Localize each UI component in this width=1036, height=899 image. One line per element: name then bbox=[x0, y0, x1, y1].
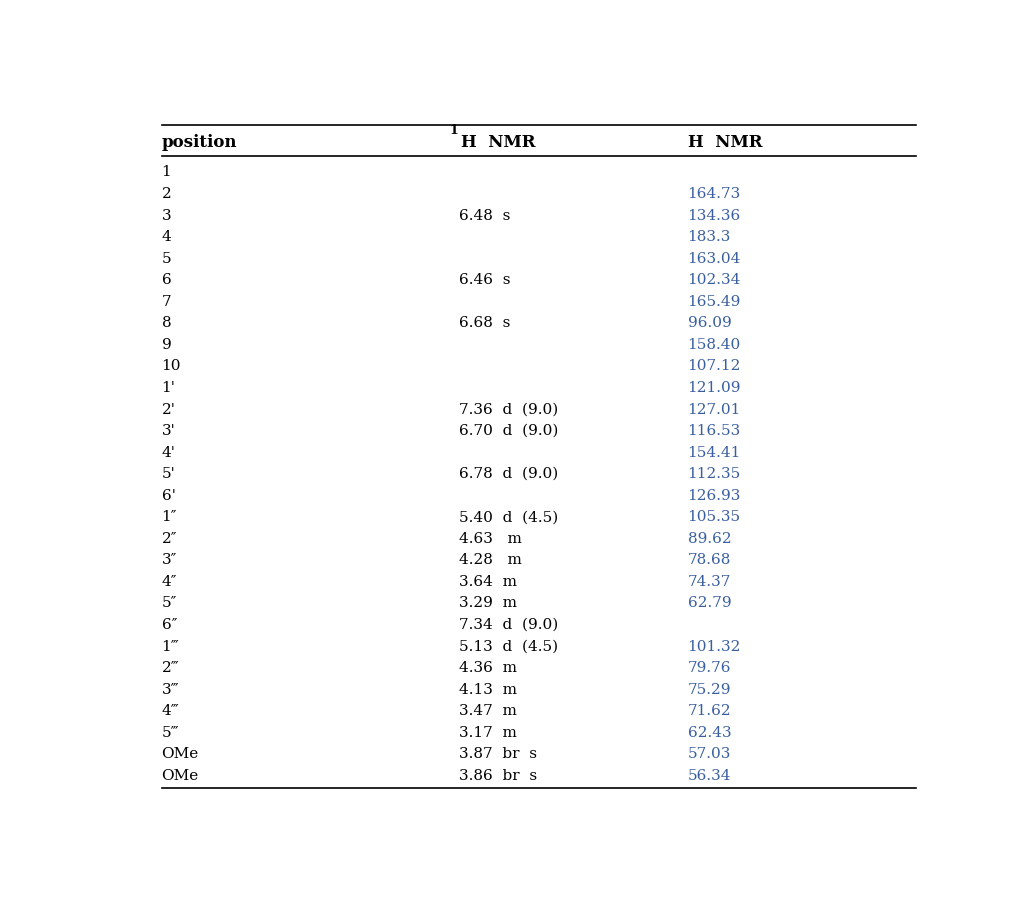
Text: 6.70  d  (9.0): 6.70 d (9.0) bbox=[459, 424, 558, 438]
Text: 57.03: 57.03 bbox=[688, 747, 730, 761]
Text: 6.48  s: 6.48 s bbox=[459, 209, 510, 223]
Text: 107.12: 107.12 bbox=[688, 360, 741, 373]
Text: 134.36: 134.36 bbox=[688, 209, 741, 223]
Text: position: position bbox=[162, 134, 237, 151]
Text: 1: 1 bbox=[449, 124, 458, 137]
Text: 2: 2 bbox=[162, 187, 171, 201]
Text: 126.93: 126.93 bbox=[688, 489, 741, 503]
Text: 5: 5 bbox=[162, 252, 171, 266]
Text: H  NMR: H NMR bbox=[461, 134, 536, 151]
Text: 4.63   m: 4.63 m bbox=[459, 532, 521, 546]
Text: 165.49: 165.49 bbox=[688, 295, 741, 308]
Text: 116.53: 116.53 bbox=[688, 424, 741, 438]
Text: 2‴: 2‴ bbox=[162, 661, 179, 675]
Text: 5″: 5″ bbox=[162, 596, 177, 610]
Text: 79.76: 79.76 bbox=[688, 661, 731, 675]
Text: 3': 3' bbox=[162, 424, 175, 438]
Text: 6': 6' bbox=[162, 489, 175, 503]
Text: 7.34  d  (9.0): 7.34 d (9.0) bbox=[459, 618, 558, 632]
Text: 9: 9 bbox=[162, 338, 171, 352]
Text: 78.68: 78.68 bbox=[688, 553, 730, 567]
Text: 3″: 3″ bbox=[162, 553, 177, 567]
Text: 4.36  m: 4.36 m bbox=[459, 661, 517, 675]
Text: OMe: OMe bbox=[162, 769, 199, 783]
Text: 105.35: 105.35 bbox=[688, 511, 741, 524]
Text: 8: 8 bbox=[162, 316, 171, 330]
Text: 96.09: 96.09 bbox=[688, 316, 731, 330]
Text: 6: 6 bbox=[162, 273, 171, 287]
Text: 2': 2' bbox=[162, 403, 175, 416]
Text: 112.35: 112.35 bbox=[688, 467, 741, 481]
Text: 4.13  m: 4.13 m bbox=[459, 682, 517, 697]
Text: 101.32: 101.32 bbox=[688, 639, 741, 654]
Text: 121.09: 121.09 bbox=[688, 381, 741, 395]
Text: 4″: 4″ bbox=[162, 574, 177, 589]
Text: 3.64  m: 3.64 m bbox=[459, 574, 517, 589]
Text: 1': 1' bbox=[162, 381, 175, 395]
Text: 3‴: 3‴ bbox=[162, 682, 179, 697]
Text: 62.43: 62.43 bbox=[688, 725, 731, 740]
Text: 127.01: 127.01 bbox=[688, 403, 741, 416]
Text: 10: 10 bbox=[162, 360, 181, 373]
Text: OMe: OMe bbox=[162, 747, 199, 761]
Text: 1″: 1″ bbox=[162, 511, 177, 524]
Text: 3.87  br  s: 3.87 br s bbox=[459, 747, 537, 761]
Text: H  NMR: H NMR bbox=[688, 134, 762, 151]
Text: 183.3: 183.3 bbox=[688, 230, 730, 245]
Text: 5.13  d  (4.5): 5.13 d (4.5) bbox=[459, 639, 557, 654]
Text: 62.79: 62.79 bbox=[688, 596, 731, 610]
Text: 4‴: 4‴ bbox=[162, 704, 179, 718]
Text: 154.41: 154.41 bbox=[688, 446, 741, 459]
Text: 3: 3 bbox=[162, 209, 171, 223]
Text: 4': 4' bbox=[162, 446, 175, 459]
Text: 7: 7 bbox=[162, 295, 171, 308]
Text: 3.86  br  s: 3.86 br s bbox=[459, 769, 537, 783]
Text: 1: 1 bbox=[162, 165, 171, 180]
Text: 6.68  s: 6.68 s bbox=[459, 316, 510, 330]
Text: 2″: 2″ bbox=[162, 532, 177, 546]
Text: 164.73: 164.73 bbox=[688, 187, 741, 201]
Text: 56.34: 56.34 bbox=[688, 769, 731, 783]
Text: 6″: 6″ bbox=[162, 618, 177, 632]
Text: 5.40  d  (4.5): 5.40 d (4.5) bbox=[459, 511, 558, 524]
Text: 4: 4 bbox=[162, 230, 171, 245]
Text: 74.37: 74.37 bbox=[688, 574, 730, 589]
Text: 3.47  m: 3.47 m bbox=[459, 704, 517, 718]
Text: 102.34: 102.34 bbox=[688, 273, 741, 287]
Text: 89.62: 89.62 bbox=[688, 532, 731, 546]
Text: 6.46  s: 6.46 s bbox=[459, 273, 510, 287]
Text: 3.29  m: 3.29 m bbox=[459, 596, 517, 610]
Text: 1‴: 1‴ bbox=[162, 639, 179, 654]
Text: 75.29: 75.29 bbox=[688, 682, 731, 697]
Text: 6.78  d  (9.0): 6.78 d (9.0) bbox=[459, 467, 558, 481]
Text: 158.40: 158.40 bbox=[688, 338, 741, 352]
Text: 3.17  m: 3.17 m bbox=[459, 725, 517, 740]
Text: 7.36  d  (9.0): 7.36 d (9.0) bbox=[459, 403, 558, 416]
Text: 4.28   m: 4.28 m bbox=[459, 553, 521, 567]
Text: 163.04: 163.04 bbox=[688, 252, 741, 266]
Text: 5‴: 5‴ bbox=[162, 725, 179, 740]
Text: 71.62: 71.62 bbox=[688, 704, 731, 718]
Text: 5': 5' bbox=[162, 467, 175, 481]
